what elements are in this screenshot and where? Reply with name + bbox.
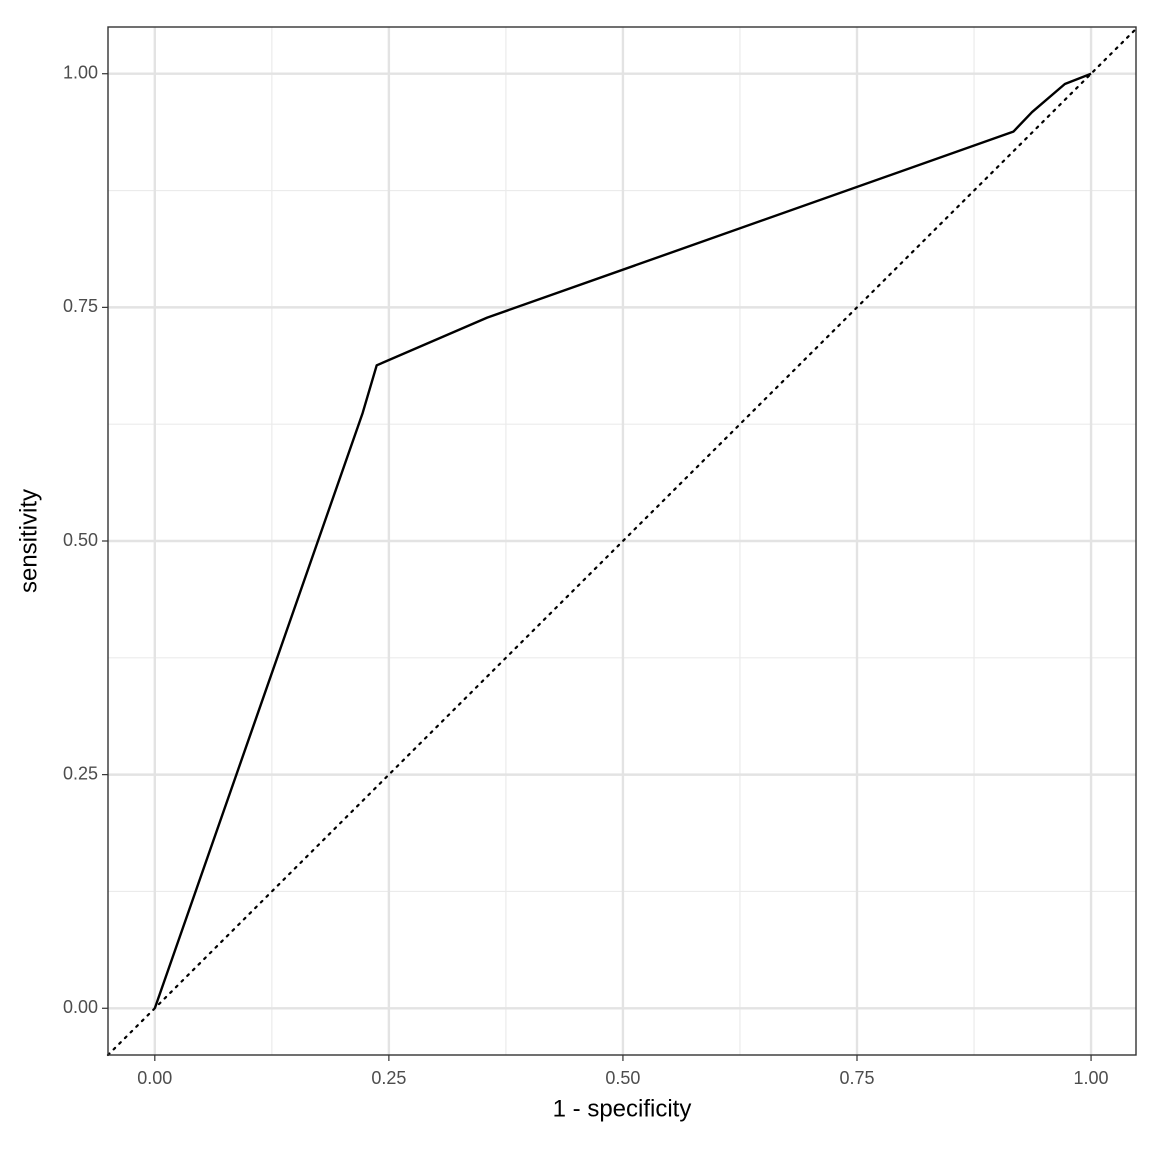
y-tick-label: 0.50 [63,530,98,550]
x-tick-label: 0.25 [371,1068,406,1088]
roc-line [153,72,1092,1009]
x-axis-title: 1 - specificity [553,1095,692,1122]
y-tick-label: 1.00 [63,62,98,82]
x-tick-label: 0.50 [605,1068,640,1088]
x-tick-label: 0.00 [137,1068,172,1088]
x-tick-label: 1.00 [1074,1068,1109,1088]
panel-border [107,26,1137,1056]
reference-diagonal [106,27,1138,1057]
y-tick-label: 0.25 [63,763,98,783]
y-tick-label: 0.00 [63,997,98,1017]
x-tick-label: 0.75 [839,1068,874,1088]
y-axis-title: sensitivity [15,489,42,593]
y-tick-label: 0.75 [63,296,98,316]
